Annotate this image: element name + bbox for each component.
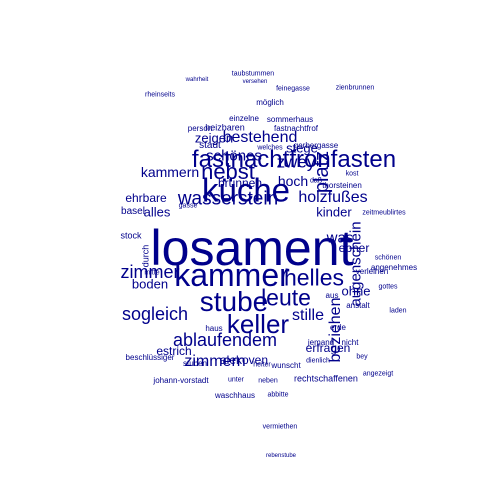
word: daß — [309, 177, 323, 185]
word: stege — [286, 140, 318, 156]
word: gasse — [178, 202, 198, 210]
word: haus — [205, 324, 223, 333]
word: zwey — [276, 152, 316, 172]
word: angenehmes — [370, 263, 418, 272]
word: welches — [257, 144, 283, 152]
word: wasserstein — [177, 188, 279, 210]
word: brunnen — [217, 176, 263, 190]
word: abbitte — [267, 391, 289, 399]
word: kinder — [316, 204, 352, 220]
word: bestehend — [222, 129, 298, 146]
word: estrich — [156, 344, 192, 358]
word: keller — [226, 309, 290, 339]
word: neben — [258, 377, 278, 385]
word: ohne — [341, 283, 371, 299]
word: leute — [261, 284, 311, 311]
word: sommerhaus — [266, 115, 314, 124]
word: rheinseits — [145, 91, 175, 99]
word: jemand — [307, 338, 335, 347]
word: fastnachtfronfasten — [191, 146, 397, 173]
word: schönen — [374, 254, 402, 262]
word: basel — [121, 206, 145, 217]
word: johann-vorstadt — [153, 376, 209, 385]
word: nicht — [341, 338, 359, 347]
word: stuben — [182, 359, 208, 368]
word: ablaufendem — [172, 330, 278, 350]
word: zienbrunnen — [335, 84, 375, 92]
word: nebst — [201, 159, 255, 184]
word: feinegasse — [276, 85, 310, 93]
word: verleihen — [355, 267, 389, 276]
word: taubstummen — [231, 70, 275, 78]
word: sogleich — [121, 304, 189, 324]
word: wahrheit — [185, 77, 209, 83]
word: alles — [143, 204, 171, 220]
word: küche — [201, 171, 291, 209]
word: angezeigt — [362, 370, 394, 378]
word: hoch — [277, 173, 309, 189]
word: wunscht — [271, 361, 301, 370]
word: gottes — [378, 283, 398, 291]
word: vermiethen — [262, 423, 298, 431]
word: zeitmeublirtes — [362, 209, 406, 217]
word: stock — [120, 230, 142, 241]
word: zeigen — [194, 130, 234, 146]
word: unter — [228, 376, 244, 384]
word: kammern — [140, 164, 200, 180]
word: was — [326, 229, 354, 247]
word: heiter — [253, 361, 271, 369]
word: versehen — [242, 79, 268, 85]
word: fastnachtfrof — [273, 124, 319, 133]
word: erde — [329, 323, 347, 332]
word: mitte — [144, 269, 160, 277]
word: rebenstube — [265, 453, 297, 459]
word: rechtschaffenen — [294, 373, 358, 384]
word: anstalt — [346, 301, 370, 310]
word: ebner — [338, 241, 370, 255]
word: stille — [291, 307, 325, 324]
word: beschlüssiger — [125, 353, 175, 362]
word: schönes — [206, 147, 262, 165]
word: dienlich — [306, 357, 330, 365]
word: ehrbare — [125, 191, 167, 205]
word: gerbergasse — [293, 141, 339, 150]
word: heizbaren — [205, 122, 245, 133]
word: kost — [345, 170, 359, 178]
word: einzelne — [229, 114, 259, 123]
word: kammer — [174, 257, 290, 293]
word: laden — [389, 307, 407, 315]
word: erfragen — [305, 341, 351, 355]
word: person — [187, 124, 213, 133]
word: thorsteinen — [322, 181, 362, 190]
word: durch — [140, 244, 151, 268]
word: alekoven — [219, 353, 269, 367]
word: losament — [150, 220, 354, 276]
word: zimmern — [184, 353, 246, 370]
word: holzfußes — [298, 189, 368, 206]
word: bey — [356, 353, 368, 361]
word: stube — [199, 286, 269, 317]
word: boden — [131, 276, 169, 292]
word: stadt — [199, 140, 221, 151]
word: möglich — [256, 98, 284, 107]
word: helles — [283, 264, 345, 291]
word: aus — [325, 291, 339, 300]
word: waschhaus — [214, 391, 256, 400]
word: zimmer — [120, 262, 180, 282]
